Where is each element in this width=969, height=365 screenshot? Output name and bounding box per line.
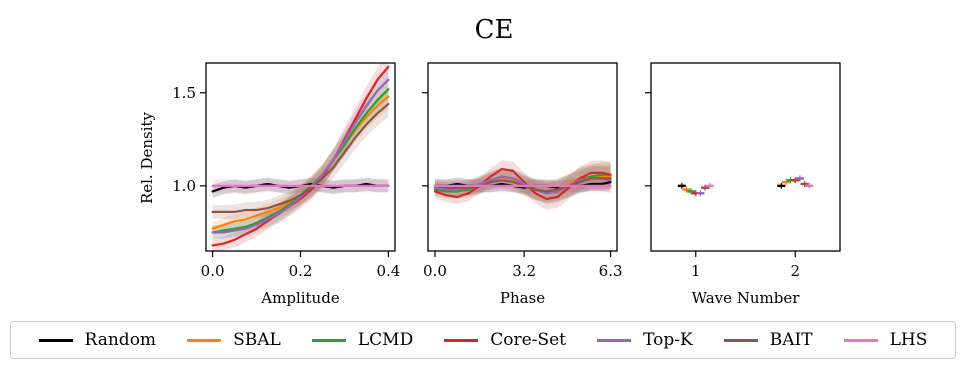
legend-label: Random (84, 330, 157, 350)
legend-swatch (38, 338, 73, 342)
legend-label: Core-Set (490, 330, 567, 350)
band-random (212, 177, 389, 198)
series-line-core-set (433, 168, 612, 200)
figure-title: CE (475, 15, 514, 45)
series-line-core-set (211, 65, 390, 247)
legend-item-top-k: Top-K (597, 330, 693, 350)
marker-lcmd-1 (687, 188, 696, 195)
axes-frame (427, 62, 618, 252)
legend-item-bait: BAIT (723, 330, 813, 350)
marker-sbal-2 (781, 179, 790, 186)
legend-item-core-set: Core-Set (444, 330, 566, 350)
band-top-k (212, 66, 389, 240)
legend-swatch (723, 338, 758, 342)
x-axis-label: Wave Number (692, 289, 801, 307)
legend: Random SBAL LCMD Core-Set Top-K BAIT LHS (10, 321, 956, 359)
marker-sbal-1 (682, 186, 691, 193)
band-bait (212, 91, 389, 220)
x-tick-label: 6.3 (599, 262, 623, 280)
plot-area (211, 63, 390, 251)
x-tick-label: 2 (790, 262, 800, 280)
x-tick-label: 3.2 (512, 262, 536, 280)
legend-swatch (444, 338, 479, 342)
legend-item-sbal: SBAL (187, 330, 281, 350)
marker-random-2 (777, 182, 786, 189)
y-tick-label: 1.0 (172, 177, 196, 195)
x-tick-label: 0.2 (289, 262, 313, 280)
plot-area (433, 160, 612, 210)
band-core-set (212, 63, 389, 251)
marker-random-1 (677, 182, 686, 189)
y-tick-label: 1.5 (172, 84, 196, 102)
axes-frame (650, 62, 841, 252)
legend-swatch (843, 338, 878, 342)
y-axis-label: Rel. Density (138, 111, 156, 204)
legend-swatch (597, 338, 632, 342)
legend-label: Top-K (643, 330, 693, 350)
x-tick-label: 0.0 (423, 262, 447, 280)
plot-area (677, 175, 814, 197)
x-axis-label: Phase (500, 289, 545, 307)
legend-label: LCMD (357, 330, 414, 350)
marker-core-set-2 (791, 177, 800, 184)
x-tick-label: 0.4 (376, 262, 400, 280)
legend-item-lcmd: LCMD (311, 330, 414, 350)
legend-label: LHS (889, 330, 928, 350)
legend-label: SBAL (233, 330, 281, 350)
band-sbal (212, 83, 389, 236)
series-line-top-k (211, 78, 390, 234)
marker-top-k-2 (795, 175, 804, 182)
legend-swatch (311, 338, 346, 342)
x-axis-label: Amplitude (260, 289, 340, 307)
legend-label: BAIT (769, 330, 813, 350)
panel-wave-number: 1 2 Wave Number (645, 62, 841, 307)
figure: CE Rel. Density 0.0 0.2 0.4 1.0 1.5 Amplitude… (138, 15, 841, 307)
marker-lhs-2 (805, 182, 814, 189)
marker-top-k-1 (696, 190, 705, 197)
x-tick-label: 1 (691, 262, 701, 280)
legend-swatch (187, 338, 222, 342)
legend-item-lhs: LHS (843, 330, 928, 350)
panel-phase: 0.0 3.2 6.3 Phase (422, 62, 623, 307)
marker-bait-1 (701, 184, 710, 191)
series-line-bait (211, 102, 390, 213)
legend-item-random: Random (38, 330, 157, 350)
panel-amplitude: 0.0 0.2 0.4 1.0 1.5 Amplitude (172, 62, 400, 307)
x-tick-label: 0.0 (201, 262, 225, 280)
marker-bait-2 (800, 180, 809, 187)
marker-lhs-1 (705, 182, 714, 189)
